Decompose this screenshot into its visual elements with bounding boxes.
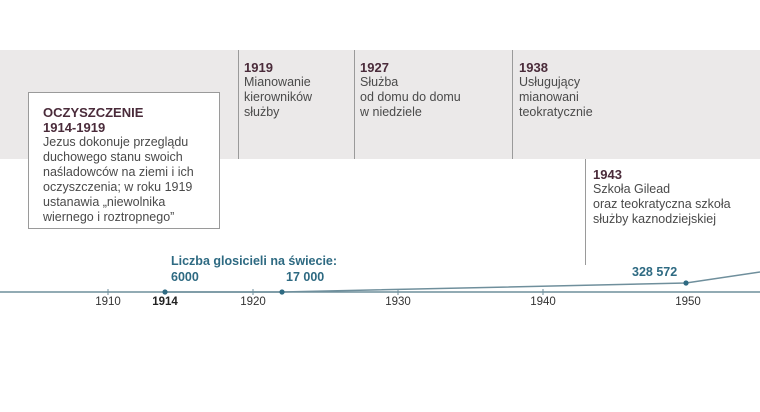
- cleansing-title: OCZYSZCZENIE: [43, 105, 144, 120]
- event-year: 1927: [360, 60, 389, 75]
- cleansing-line: duchowego stanu swoich: [43, 150, 183, 164]
- publishers-value-1914: 6000: [171, 270, 199, 284]
- event-line: mianowani: [519, 90, 579, 104]
- event-year: 1938: [519, 60, 548, 75]
- cleansing-line: Jezus dokonuje przeglądu: [43, 135, 189, 149]
- event-year: 1919: [244, 60, 273, 75]
- tick-label-1930: 1930: [385, 296, 411, 308]
- tick-label-1914: 1914: [152, 296, 178, 308]
- event-line: w niedziele: [360, 105, 422, 119]
- event-line: oraz teokratyczna szkoła: [593, 197, 731, 211]
- event-line-1943: [585, 159, 586, 265]
- cleansing-box: OCZYSZCZENIE 1914-1919 Jezus dokonuje pr…: [28, 92, 220, 229]
- event-line: od domu do domu: [360, 90, 461, 104]
- tick-label-1920: 1920: [240, 296, 266, 308]
- event-line: Mianowanie: [244, 75, 311, 89]
- event-1943: 1943 Szkoła Gilead oraz teokratyczna szk…: [593, 167, 731, 227]
- cleansing-range: 1914-1919: [43, 120, 106, 135]
- event-line: kierowników: [244, 90, 313, 104]
- event-line: Służba: [360, 75, 399, 89]
- publishers-point-1922: [279, 289, 285, 295]
- publishers-point-1914: [162, 289, 168, 295]
- event-line: służby: [244, 105, 280, 119]
- cleansing-line: ustanawia „niewolnika: [43, 195, 166, 209]
- publishers-value-1922: 17 000: [286, 270, 325, 284]
- tick-label-1910: 1910: [95, 296, 121, 308]
- cleansing-line: wiernego i roztropnego”: [43, 210, 175, 224]
- publishers-point-1950: [683, 280, 689, 286]
- event-line-1927: [354, 50, 355, 159]
- publishers-growth-line: [165, 271, 760, 293]
- publishers-value-1950: 328 572: [632, 265, 678, 279]
- event-line: Szkoła Gilead: [593, 182, 671, 196]
- publishers-label: Liczba glosicieli na świecie:: [171, 254, 338, 268]
- event-line-1938: [512, 50, 513, 159]
- event-line: Usługujący: [519, 75, 581, 89]
- tick-label-1940: 1940: [530, 296, 556, 308]
- event-line: teokratycznie: [519, 105, 593, 119]
- event-1938: 1938 Usługujący mianowani teokratycznie: [519, 60, 593, 120]
- event-1927: 1927 Służba od domu do domu w niedziele: [360, 60, 461, 120]
- cleansing-line: naśladowców na ziemi i ich: [43, 165, 194, 179]
- event-line-1919: [238, 50, 239, 159]
- cleansing-line: oczyszczenia; w roku 1919: [43, 180, 193, 194]
- event-line: służby kaznodziejskiej: [593, 212, 716, 226]
- event-year: 1943: [593, 167, 622, 182]
- tick-label-1950: 1950: [675, 296, 701, 308]
- event-1919: 1919 Mianowanie kierowników służby: [244, 60, 312, 120]
